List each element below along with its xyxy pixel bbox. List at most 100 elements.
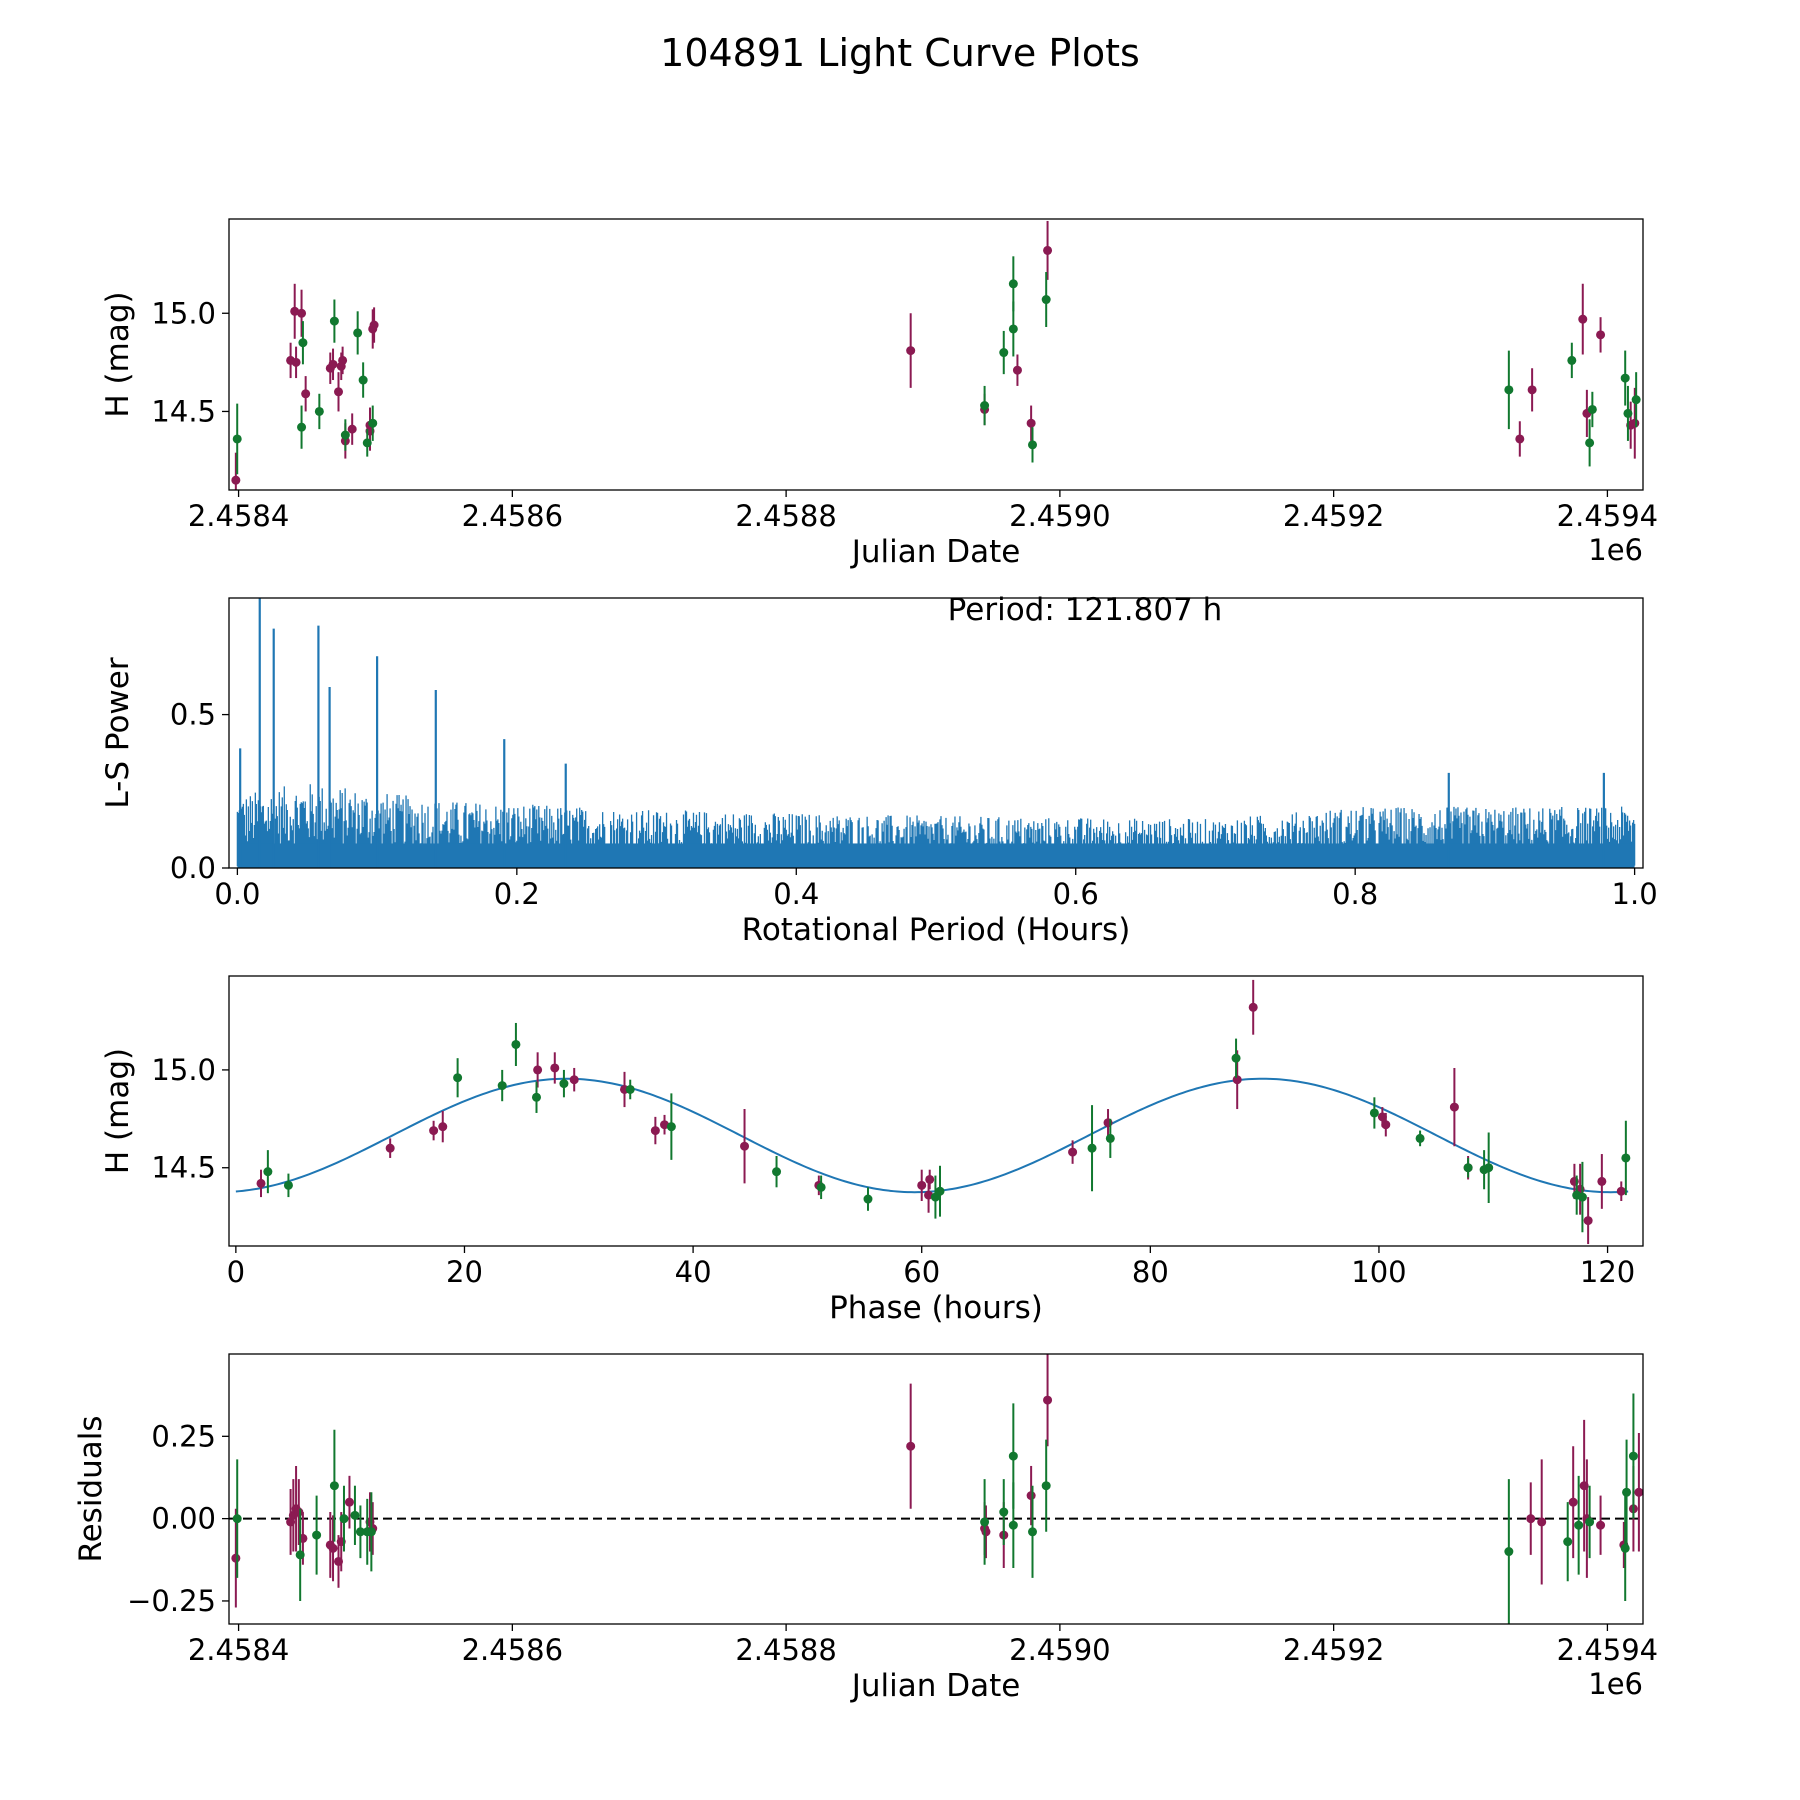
data-point (1028, 1527, 1038, 1537)
data-point (935, 1186, 945, 1196)
x-tick-label: 0.8 (1332, 877, 1378, 911)
data-point (1041, 295, 1051, 305)
data-point (328, 1543, 338, 1553)
data-point (314, 406, 324, 416)
axes-frame (228, 597, 1644, 869)
x-tick-label: 20 (446, 1255, 483, 1289)
x-tick-label: 2.4586 (462, 1633, 563, 1667)
data-point (1028, 440, 1038, 450)
data-point (1634, 1487, 1643, 1497)
data-point (1231, 1053, 1241, 1063)
data-point (1012, 365, 1022, 375)
data-point (1504, 1547, 1514, 1557)
data-point (438, 1122, 448, 1132)
data-point (980, 1517, 990, 1527)
data-point (1537, 1517, 1547, 1527)
data-point (511, 1039, 521, 1049)
x-tick-label: 2.4584 (188, 1633, 289, 1667)
x-tick-label: 0.2 (494, 877, 540, 911)
data-point (231, 1553, 241, 1563)
data-point (1567, 355, 1577, 365)
data-point (666, 1122, 676, 1132)
data-point (1587, 404, 1597, 414)
data-point (295, 1550, 305, 1560)
y-axis-label: Residuals (73, 1415, 109, 1562)
data-point (550, 1063, 560, 1073)
data-point (368, 418, 378, 428)
axes-frame (228, 1353, 1644, 1625)
data-point (1043, 1395, 1053, 1405)
series-green (232, 256, 1641, 475)
data-point (650, 1126, 660, 1136)
data-point (1578, 314, 1588, 324)
x-tick-label: 2.4590 (1009, 499, 1110, 533)
figure-title: 104891 Light Curve Plots (660, 31, 1140, 75)
x-tick-label: 120 (1580, 1255, 1635, 1289)
data-point (366, 1527, 376, 1537)
data-point (1105, 1133, 1115, 1143)
plot-area-p4 (229, 1354, 1643, 1624)
data-point (1621, 1153, 1631, 1163)
data-point (231, 475, 241, 485)
x-tick-label: 0.0 (214, 877, 260, 911)
data-point (660, 1120, 670, 1130)
data-point (340, 430, 350, 440)
x-tick-label: 60 (903, 1255, 940, 1289)
x-tick-label: 2.4594 (1557, 1633, 1658, 1667)
data-point (344, 1497, 354, 1507)
y-tick-label: 15.0 (151, 296, 216, 330)
data-point (980, 401, 990, 411)
data-point (291, 357, 301, 367)
data-point (329, 1481, 339, 1491)
data-point (1068, 1147, 1078, 1157)
x-offset-label: 1e6 (1588, 1667, 1643, 1701)
x-tick-label: 2.4588 (735, 499, 836, 533)
data-point (297, 422, 307, 432)
data-point (301, 389, 311, 399)
x-tick-label: 2.4594 (1557, 499, 1658, 533)
panel-p4: 2.4584 2.4586 2.4588 2.4590 2.4592 2.4594 −0.2… (73, 1353, 1658, 1704)
axes-frame (228, 218, 1644, 491)
panel-p3: 0 20 40 60 80 100 120 14.5 15.0 Phase (hours) H (m… (100, 975, 1644, 1326)
data-point (863, 1194, 873, 1204)
data-point (283, 1180, 293, 1190)
panel-p1: 2.4584 2.4586 2.4588 2.4590 2.4592 2.4594 14.5… (100, 218, 1658, 570)
y-tick-label: 14.5 (151, 394, 216, 428)
y-tick-label: −0.25 (127, 1584, 216, 1618)
data-point (1628, 1451, 1638, 1461)
axes-frame (228, 975, 1644, 1247)
data-point (1620, 373, 1630, 383)
data-point (1449, 1102, 1459, 1112)
data-point (1577, 1192, 1587, 1202)
data-point (1369, 1108, 1379, 1118)
data-point (559, 1079, 569, 1089)
data-point (1526, 1514, 1536, 1524)
data-point (1504, 385, 1514, 395)
data-point (1087, 1143, 1097, 1153)
data-point (999, 348, 1009, 358)
data-point (1008, 324, 1018, 334)
data-point (385, 1143, 395, 1153)
data-point (350, 1510, 360, 1520)
periodogram-floor (237, 843, 1635, 868)
data-point (625, 1084, 635, 1094)
data-point (1583, 1216, 1593, 1226)
data-point (1041, 1481, 1051, 1491)
data-point (339, 1514, 349, 1524)
y-tick-label: 15.0 (151, 1053, 216, 1087)
data-point (1563, 1537, 1573, 1547)
data-point (917, 1180, 927, 1190)
panel-p2: Period: 121.807 h0.0 0.2 0.4 0.6 0.8 1.00.00.… (100, 592, 1658, 948)
data-point (1415, 1133, 1425, 1143)
data-point (453, 1073, 463, 1083)
data-point (1515, 434, 1525, 444)
data-point (740, 1141, 750, 1151)
data-point (1008, 1451, 1018, 1461)
data-point (1630, 418, 1640, 428)
data-point (362, 438, 372, 448)
data-point (925, 1174, 935, 1184)
data-point (263, 1167, 273, 1177)
y-axis-label: H (mag) (100, 1048, 136, 1174)
